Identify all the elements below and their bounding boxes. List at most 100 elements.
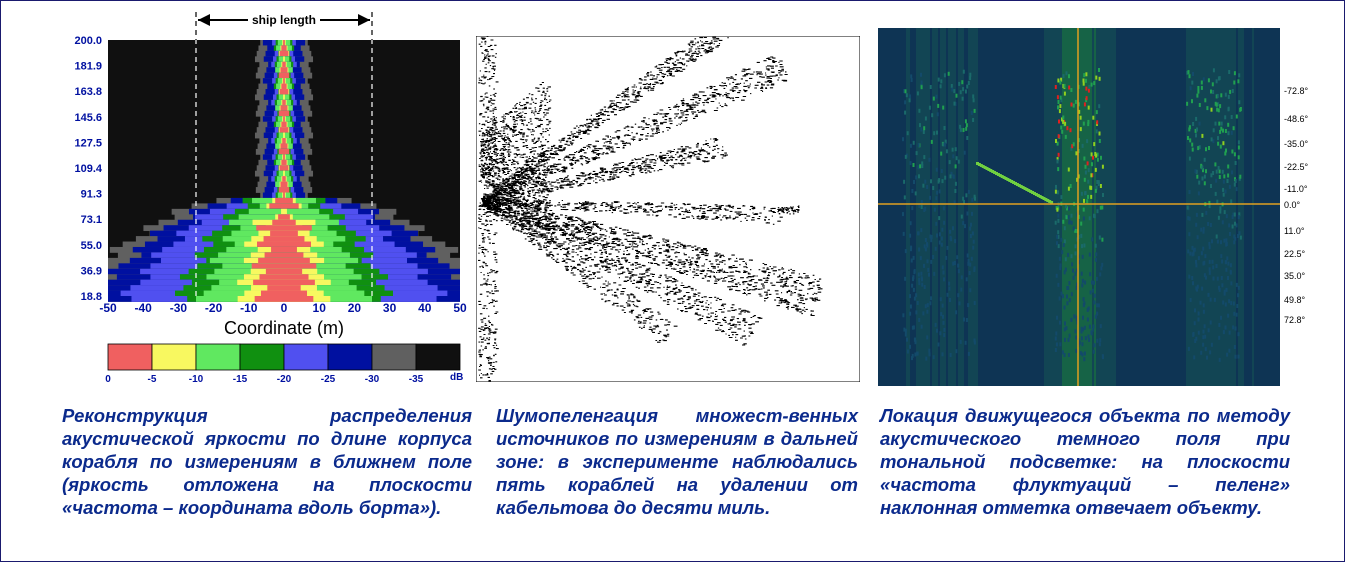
spectrogram-speckle xyxy=(1204,158,1206,162)
spectrogram-speckle xyxy=(929,301,931,305)
spectrogram-speckle xyxy=(1197,86,1199,90)
spectrogram-speckle xyxy=(902,313,904,317)
spectrogram-column xyxy=(898,28,900,386)
spectrogram-speckle xyxy=(1219,175,1221,179)
spectrogram-speckle xyxy=(1197,235,1199,239)
spectrogram-column xyxy=(1110,28,1112,386)
spectrogram-speckle xyxy=(1234,237,1236,241)
spectrogram-column xyxy=(958,28,960,386)
heatmap-cell xyxy=(280,51,289,57)
spectrogram-column xyxy=(1254,28,1256,386)
spectrogram-speckle xyxy=(1228,131,1230,135)
spectrogram-speckle xyxy=(925,304,927,308)
spectrogram-speckle xyxy=(1071,221,1073,225)
spectrogram-speckle xyxy=(938,180,940,184)
spectrogram-speckle xyxy=(913,163,915,167)
heatmap-cell xyxy=(281,209,287,215)
spectrogram-speckle xyxy=(1067,253,1069,257)
spectrogram-speckle xyxy=(1204,175,1206,179)
spectrogram-column xyxy=(1256,28,1258,386)
spectrogram-speckle xyxy=(1075,336,1077,340)
spectrogram-speckle xyxy=(940,152,942,156)
spectrogram-speckle xyxy=(943,321,945,325)
spectrogram-speckle xyxy=(1080,351,1082,355)
spectrogram-speckle xyxy=(1085,165,1087,169)
spectrogram-column xyxy=(1012,28,1014,386)
bearing-tick-label: -72.8° xyxy=(1284,86,1309,96)
spectrogram-speckle xyxy=(1057,105,1059,109)
spectrogram-speckle xyxy=(1060,195,1062,199)
spectrogram-column xyxy=(1116,28,1118,386)
spectrogram-column xyxy=(966,28,968,386)
spectrogram-speckle xyxy=(967,262,969,266)
spectrogram-speckle xyxy=(1230,281,1232,285)
spectrogram-speckle xyxy=(1064,226,1066,230)
spectrogram-speckle xyxy=(962,221,964,225)
spectrogram-speckle xyxy=(1235,355,1237,359)
spectrogram-speckle xyxy=(1240,107,1242,111)
spectrogram-speckle xyxy=(1100,324,1102,328)
heatmap-cell xyxy=(264,236,305,242)
spectrogram-speckle xyxy=(1216,235,1218,239)
spectrogram-speckle xyxy=(1089,272,1091,276)
spectrogram-speckle xyxy=(1060,238,1062,242)
spectrogram-speckle xyxy=(952,174,954,178)
x-tick-label: -20 xyxy=(205,301,223,315)
spectrogram-speckle xyxy=(1210,173,1212,177)
spectrogram-speckle xyxy=(910,74,912,78)
spectrogram-speckle xyxy=(1213,128,1215,132)
spectrogram-speckle xyxy=(935,247,937,251)
spectrogram-speckle xyxy=(1222,170,1224,174)
spectrogram-speckle xyxy=(1195,169,1197,173)
spectrogram-speckle xyxy=(942,265,944,269)
spectrogram-speckle xyxy=(1195,260,1197,264)
spectrogram-speckle xyxy=(1056,241,1058,245)
spectrogram-speckle xyxy=(909,98,911,102)
spectrogram-speckle xyxy=(1083,303,1085,307)
spectrogram-column xyxy=(954,28,956,386)
spectrogram-speckle xyxy=(1060,96,1062,100)
spectrogram-speckle xyxy=(955,147,957,151)
spectrogram-speckle xyxy=(918,318,920,322)
spectrogram-speckle xyxy=(942,315,944,319)
spectrogram-speckle xyxy=(1187,216,1189,220)
spectrogram-speckle xyxy=(923,155,925,159)
spectrogram-column xyxy=(1158,28,1160,386)
spectrogram-column xyxy=(1030,28,1032,386)
spectrogram-speckle xyxy=(1094,343,1096,347)
spectrogram-speckle xyxy=(1088,168,1090,172)
spectrogram-speckle xyxy=(927,268,929,272)
heatmap-cell xyxy=(281,160,286,166)
spectrogram-speckle xyxy=(940,297,942,301)
spectrogram-speckle xyxy=(957,264,959,268)
spectrogram-speckle xyxy=(921,277,923,281)
spectrogram-speckle xyxy=(1056,208,1058,212)
spectrogram-speckle xyxy=(1099,342,1101,346)
spectrogram-speckle xyxy=(1073,104,1075,108)
spectrogram-speckle xyxy=(1220,254,1222,258)
spectrogram-speckle xyxy=(1236,304,1238,308)
spectrogram-speckle xyxy=(1099,139,1101,143)
spectrogram-column xyxy=(1132,28,1134,386)
spectrogram-speckle xyxy=(1205,169,1207,173)
spectrogram-speckle xyxy=(1084,191,1086,195)
spectrogram-speckle xyxy=(938,343,940,347)
spectrogram-speckle xyxy=(918,143,920,147)
x-tick-label: -50 xyxy=(99,301,117,315)
spectrogram-column xyxy=(894,28,896,386)
spectrogram-speckle xyxy=(1234,71,1236,75)
spectrogram-column xyxy=(1172,28,1174,386)
spectrogram-speckle xyxy=(1225,238,1227,242)
spectrogram-column xyxy=(926,28,928,386)
spectrogram-speckle xyxy=(1081,244,1083,248)
spectrogram-speckle xyxy=(915,175,917,179)
bearing-tick-label: 72.8° xyxy=(1284,315,1306,325)
heatmap-cell xyxy=(253,280,315,286)
spectrogram-column xyxy=(1022,28,1024,386)
spectrogram-speckle xyxy=(1088,85,1090,89)
spectrogram-column xyxy=(1178,28,1180,386)
spectrogram-speckle xyxy=(1098,182,1100,186)
spectrogram-speckle xyxy=(1065,204,1067,208)
spectrogram-speckle xyxy=(961,275,963,279)
spectrogram-speckle xyxy=(1220,240,1222,244)
